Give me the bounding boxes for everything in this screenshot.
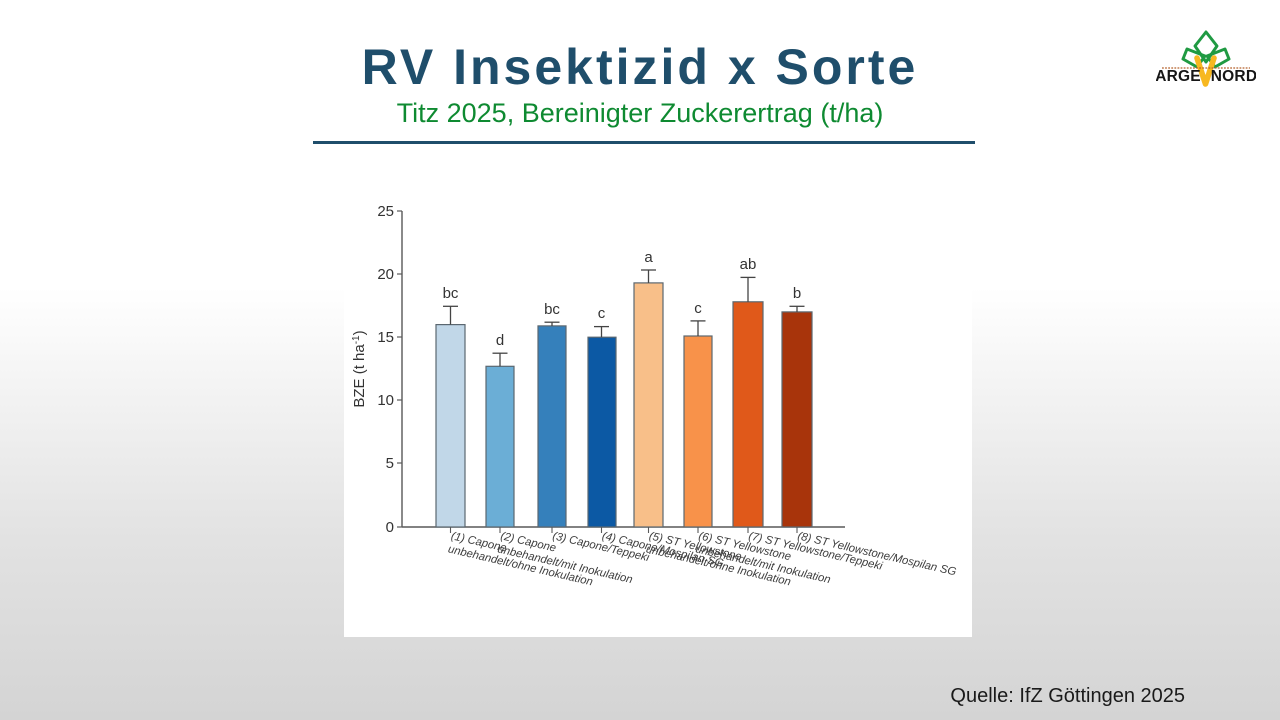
svg-text:20: 20 — [377, 266, 394, 283]
svg-text:bc: bc — [544, 301, 560, 318]
svg-text:15: 15 — [377, 329, 394, 346]
svg-text:5: 5 — [386, 455, 394, 472]
svg-text:b: b — [793, 285, 801, 302]
svg-text:25: 25 — [377, 203, 394, 220]
svg-text:bc: bc — [443, 285, 459, 302]
svg-text:c: c — [598, 305, 606, 322]
svg-text:ARGE: ARGE — [1156, 68, 1201, 85]
svg-text:10: 10 — [377, 392, 394, 409]
svg-text:NORD: NORD — [1211, 68, 1256, 85]
svg-text:BZE (t ha-1): BZE (t ha-1) — [351, 330, 369, 407]
svg-text:a: a — [644, 249, 653, 266]
svg-text:d: d — [496, 332, 504, 349]
svg-text:c: c — [694, 300, 702, 317]
svg-text:ab: ab — [740, 256, 757, 273]
svg-text:0: 0 — [386, 519, 394, 536]
